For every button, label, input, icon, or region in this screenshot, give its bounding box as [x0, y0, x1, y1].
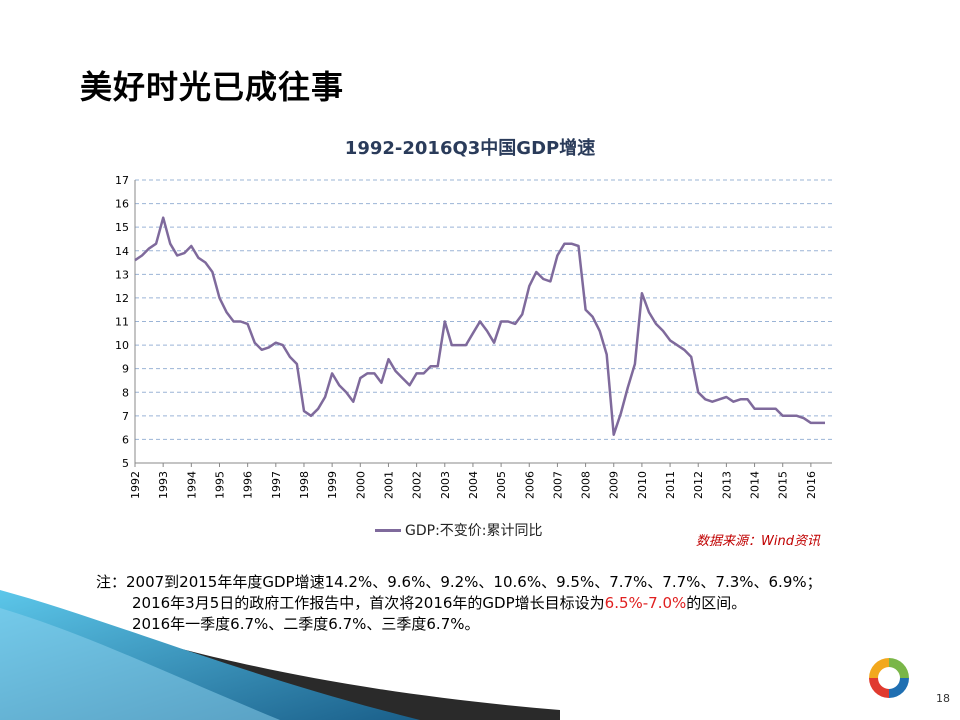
y-tick-label: 17: [115, 174, 129, 187]
x-tick-label: 2010: [636, 471, 649, 499]
x-tick-label: 2013: [720, 471, 733, 499]
x-tick-label: 1999: [326, 471, 339, 499]
y-tick-label: 7: [122, 410, 129, 423]
note-line-2-text-b: 的区间。: [686, 594, 747, 612]
x-tick-label: 2005: [495, 471, 508, 499]
y-tick-label: 9: [122, 363, 129, 376]
chart-legend: GDP:不变价:累计同比: [375, 520, 543, 540]
x-tick-label: 2011: [664, 471, 677, 499]
x-tick-label: 2012: [692, 471, 705, 499]
x-tick-label: 1995: [213, 471, 226, 499]
x-tick-label: 1994: [185, 471, 198, 499]
y-tick-label: 12: [115, 292, 129, 305]
page-number: 18: [936, 692, 950, 705]
gdp-line-chart: 5 6 7 8 9 10 11 12 13 14 15 16 17 1992 1993 1994 1995 199…: [115, 174, 832, 499]
x-tick-label: 1992: [129, 471, 142, 499]
y-tick-label: 13: [115, 268, 129, 281]
gdp-series-line: [134, 216, 825, 436]
y-tick-label: 10: [115, 339, 129, 352]
x-tick-label: 1996: [242, 471, 255, 499]
legend-line-swatch: [375, 528, 401, 532]
x-tick-label: 2014: [749, 471, 762, 499]
company-logo-icon: [869, 658, 909, 698]
x-tick-label: 2015: [777, 471, 790, 499]
x-tick-label: 2004: [467, 471, 480, 499]
y-tick-label: 11: [115, 316, 129, 329]
y-tick-label: 8: [122, 386, 129, 399]
note-line-2: 2016年3月5日的政府工作报告中，首次将2016年的GDP增长目标设为6.5%…: [96, 593, 822, 614]
decorative-swoosh: [0, 590, 560, 720]
x-tick-label: 2001: [382, 471, 395, 499]
x-tick-label: 1998: [298, 471, 311, 499]
slide-title: 美好时光已成往事: [80, 68, 345, 106]
x-tick-label: 2008: [580, 471, 593, 499]
y-tick-label: 14: [115, 245, 129, 258]
y-tick-label: 6: [122, 433, 129, 446]
note-line-3: 2016年一季度6.7%、二季度6.7%、三季度6.7%。: [132, 615, 480, 633]
note-line-1: 注：2007到2015年年度GDP增速14.2%、9.6%、9.2%、10.6%…: [96, 573, 822, 591]
x-tick-label: 1993: [157, 471, 170, 499]
x-tick-label: 2007: [551, 471, 564, 499]
note-line-2-text-a: 2016年3月5日的政府工作报告中，首次将2016年的GDP增长目标设为: [132, 594, 605, 612]
x-tick-label: 2002: [411, 471, 424, 499]
notes-block: 注：2007到2015年年度GDP增速14.2%、9.6%、9.2%、10.6%…: [96, 572, 822, 635]
x-tick-label: 1997: [270, 471, 283, 499]
y-tick-label: 15: [115, 221, 129, 234]
y-tick-label: 5: [122, 457, 129, 470]
chart-title: 1992-2016Q3中国GDP增速: [344, 138, 596, 159]
x-tick-label: 2006: [523, 471, 536, 499]
x-tick-label: 2009: [608, 471, 621, 499]
y-tick-label: 16: [115, 198, 129, 211]
x-tick-label: 2016: [805, 471, 818, 499]
x-tick-label: 2000: [354, 471, 367, 499]
x-tick-label: 2003: [439, 471, 452, 499]
data-source-note: 数据来源：Wind资讯: [696, 534, 820, 549]
note-target-range: 6.5%-7.0%: [604, 594, 687, 612]
legend-label: GDP:不变价:累计同比: [405, 523, 543, 539]
